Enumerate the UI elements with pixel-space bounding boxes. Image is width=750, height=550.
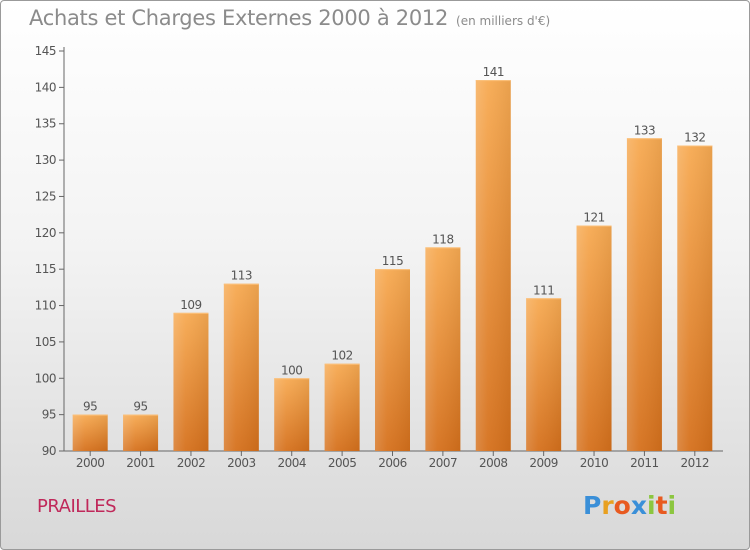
data-labels: 95 95 109 113 100 102 115 118 141 111 121 133 132 (83, 65, 706, 414)
chart-subtitle: (en milliers d'€) (456, 14, 551, 28)
x-tick-label: 2007 (429, 456, 458, 470)
bar-shine (626, 138, 662, 452)
y-tick-label: 125 (35, 189, 56, 203)
logo-letter: o (613, 491, 631, 520)
axes: 90 95 100 105 110 115 120 125 130 135 140 145 2000 20… (35, 44, 723, 470)
data-label: 102 (331, 349, 352, 363)
x-tick-label: 2009 (529, 456, 558, 470)
proxiti-logo: Proxiti (583, 491, 676, 520)
data-label: 109 (180, 298, 201, 312)
bar-shine (72, 414, 108, 451)
data-label: 115 (382, 254, 403, 268)
bar-shine (173, 312, 209, 451)
x-tick-label: 2005 (328, 456, 357, 470)
data-label: 132 (684, 131, 705, 145)
x-tick-label: 2006 (378, 456, 407, 470)
y-tick-label: 110 (35, 299, 56, 313)
x-tick-label: 2001 (126, 456, 155, 470)
logo-letter: i (667, 491, 677, 520)
data-label: 95 (83, 400, 97, 414)
bar-shine (576, 225, 612, 451)
bar-shine (526, 298, 562, 451)
bar-shine (677, 145, 713, 451)
data-label: 118 (432, 232, 453, 246)
y-tick-label: 105 (35, 335, 56, 349)
x-tick-label: 2004 (277, 456, 306, 470)
x-tick-label: 2008 (479, 456, 508, 470)
logo-letter: i (647, 491, 656, 520)
data-label: 111 (533, 283, 554, 297)
y-tick-label: 100 (35, 371, 56, 385)
x-tick-label: 2002 (177, 456, 206, 470)
y-tick-label: 135 (35, 117, 56, 131)
bar-shine (223, 283, 259, 451)
y-tick-label: 95 (42, 408, 56, 422)
data-label: 133 (634, 123, 655, 137)
data-label: 113 (231, 269, 252, 283)
data-label: 121 (583, 211, 604, 225)
x-tick-label: 2011 (630, 456, 659, 470)
data-label: 95 (133, 400, 147, 414)
logo-letter: r (601, 491, 614, 520)
y-tick-label: 90 (42, 444, 56, 458)
y-tick-label: 140 (35, 80, 56, 94)
y-tick-label: 120 (35, 226, 56, 240)
logo-letter: P (583, 491, 602, 520)
x-tick-label: 2003 (227, 456, 256, 470)
logo-letter: x (630, 491, 647, 520)
bar-shine (274, 378, 310, 451)
bars (72, 80, 713, 452)
chart-title-text: Achats et Charges Externes 2000 à 2012 (29, 6, 449, 30)
bar-shine (324, 363, 360, 451)
x-tick-label: 2010 (580, 456, 609, 470)
bar-shine (375, 269, 410, 451)
logo-letter: t (655, 491, 668, 520)
bar-shine (123, 414, 159, 451)
bar-shine (475, 80, 511, 451)
data-label: 141 (483, 65, 504, 79)
x-tick-label: 2000 (76, 456, 105, 470)
y-tick-label: 145 (35, 44, 56, 58)
y-tick-label: 130 (35, 153, 56, 167)
bar-shine (425, 247, 461, 451)
chart-title: Achats et Charges Externes 2000 à 2012 (e… (29, 6, 550, 30)
town-name: PRAILLES (37, 496, 117, 517)
data-label: 100 (281, 363, 302, 377)
y-tick-label: 115 (35, 262, 56, 276)
x-tick-label: 2012 (681, 456, 710, 470)
